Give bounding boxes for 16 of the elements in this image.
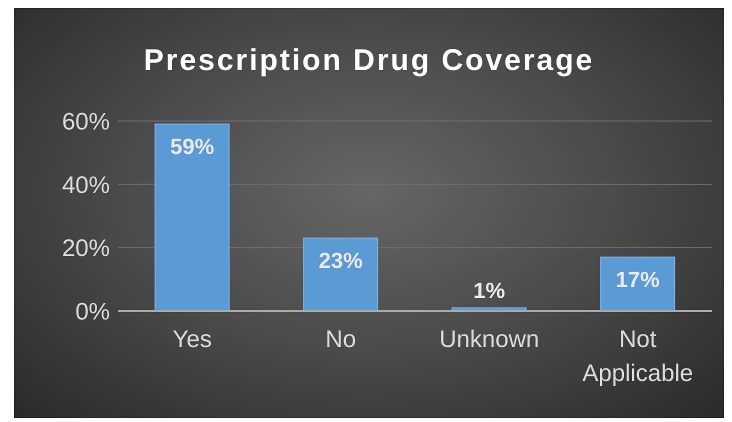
data-label: 1%: [473, 278, 506, 303]
y-tick-label: 20%: [62, 235, 110, 262]
x-tick-label: Not Applicable: [582, 326, 694, 387]
data-label: 17%: [616, 267, 660, 292]
data-label: 59%: [170, 134, 214, 160]
bar: [600, 256, 676, 311]
y-tick-label: 40%: [62, 172, 110, 199]
y-tick-label: 0%: [75, 298, 110, 326]
x-tick-label: Yes: [172, 326, 212, 353]
x-tick-label: No: [325, 326, 356, 353]
y-tick-label: 60%: [62, 108, 110, 136]
data-label: 23%: [318, 248, 363, 274]
bar: [303, 238, 378, 311]
bar: [154, 124, 230, 311]
x-tick-label: Unknown: [439, 326, 540, 353]
chart-title: Prescription Drug Coverage: [142, 44, 596, 78]
